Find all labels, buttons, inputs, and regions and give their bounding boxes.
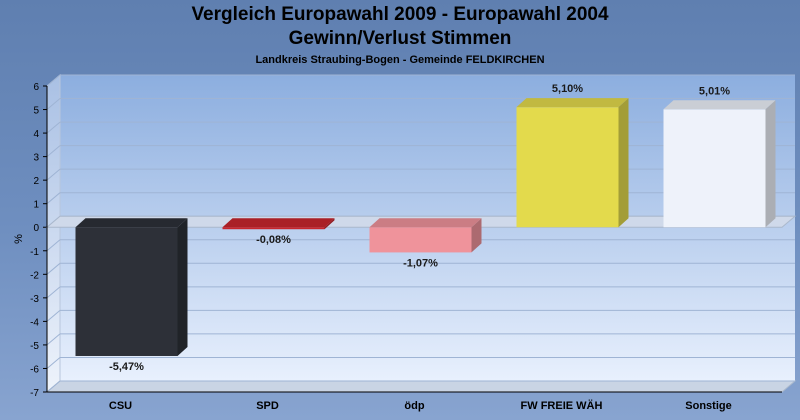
data-label: 5,01% <box>699 85 730 97</box>
bar <box>369 227 472 253</box>
gridline-depth <box>46 310 61 322</box>
bar-top <box>222 218 335 228</box>
y-tick-label: 0 <box>33 223 39 234</box>
x-tick-label: SPD <box>256 400 279 412</box>
plot-left-wall <box>46 73 61 394</box>
y-tick-label: 3 <box>33 153 39 164</box>
gridline-depth <box>46 98 61 110</box>
bar-side <box>618 98 629 228</box>
bar <box>516 107 619 228</box>
bar-side <box>765 100 776 228</box>
data-label: 5,10% <box>552 83 583 95</box>
y-tick-label: -6 <box>30 364 39 375</box>
bar-top <box>516 98 629 108</box>
bar <box>663 109 766 228</box>
bar <box>75 227 178 356</box>
gridline-depth <box>46 262 61 275</box>
bar-top <box>75 218 188 228</box>
y-tick-label: 6 <box>33 82 39 93</box>
y-tick-label: 1 <box>33 200 39 211</box>
gridline-depth <box>46 121 61 134</box>
plot-floor <box>45 380 797 393</box>
chart-subtitle: Gewinn/Verlust Stimmen <box>288 28 512 49</box>
gridline-depth <box>46 74 61 87</box>
y-axis-label: % <box>13 234 25 244</box>
gridline-depth <box>46 192 61 205</box>
y-tick-label: 2 <box>33 176 39 187</box>
data-label: -5,47% <box>109 361 144 373</box>
y-tick-label: -1 <box>30 247 39 258</box>
bar-side <box>324 218 335 230</box>
bar-side <box>177 218 188 356</box>
y-tick-label: 4 <box>33 129 39 140</box>
y-tick-label: -3 <box>30 294 39 305</box>
y-tick-label: 5 <box>33 106 39 117</box>
gridline-depth <box>46 239 61 252</box>
bar-top <box>663 100 776 110</box>
chart-region: Landkreis Straubing-Bogen - Gemeinde FEL… <box>255 54 545 66</box>
x-tick-label: FW FREIE WÄH <box>521 399 603 412</box>
gridline-depth <box>46 357 61 369</box>
bar-top <box>369 218 482 228</box>
data-label: -0,08% <box>256 234 291 246</box>
chart-title: Vergleich Europawahl 2009 - Europawahl 2… <box>191 4 609 25</box>
bar <box>222 227 325 230</box>
x-tick-label: CSU <box>109 400 132 412</box>
data-label: -1,07% <box>403 257 438 269</box>
gridline-depth <box>46 168 61 181</box>
gridline-depth <box>46 145 61 157</box>
gridline-depth <box>46 286 61 299</box>
y-tick-label: -4 <box>30 317 39 328</box>
gridline-depth <box>46 380 61 393</box>
y-tick-label: -7 <box>30 388 39 399</box>
y-tick-label: -5 <box>30 341 39 352</box>
x-tick-label: Sonstige <box>685 400 731 412</box>
gridline-depth <box>46 333 61 346</box>
bar-side <box>471 218 482 253</box>
x-tick-label: ödp <box>404 400 424 412</box>
y-tick-label: -2 <box>30 270 39 281</box>
